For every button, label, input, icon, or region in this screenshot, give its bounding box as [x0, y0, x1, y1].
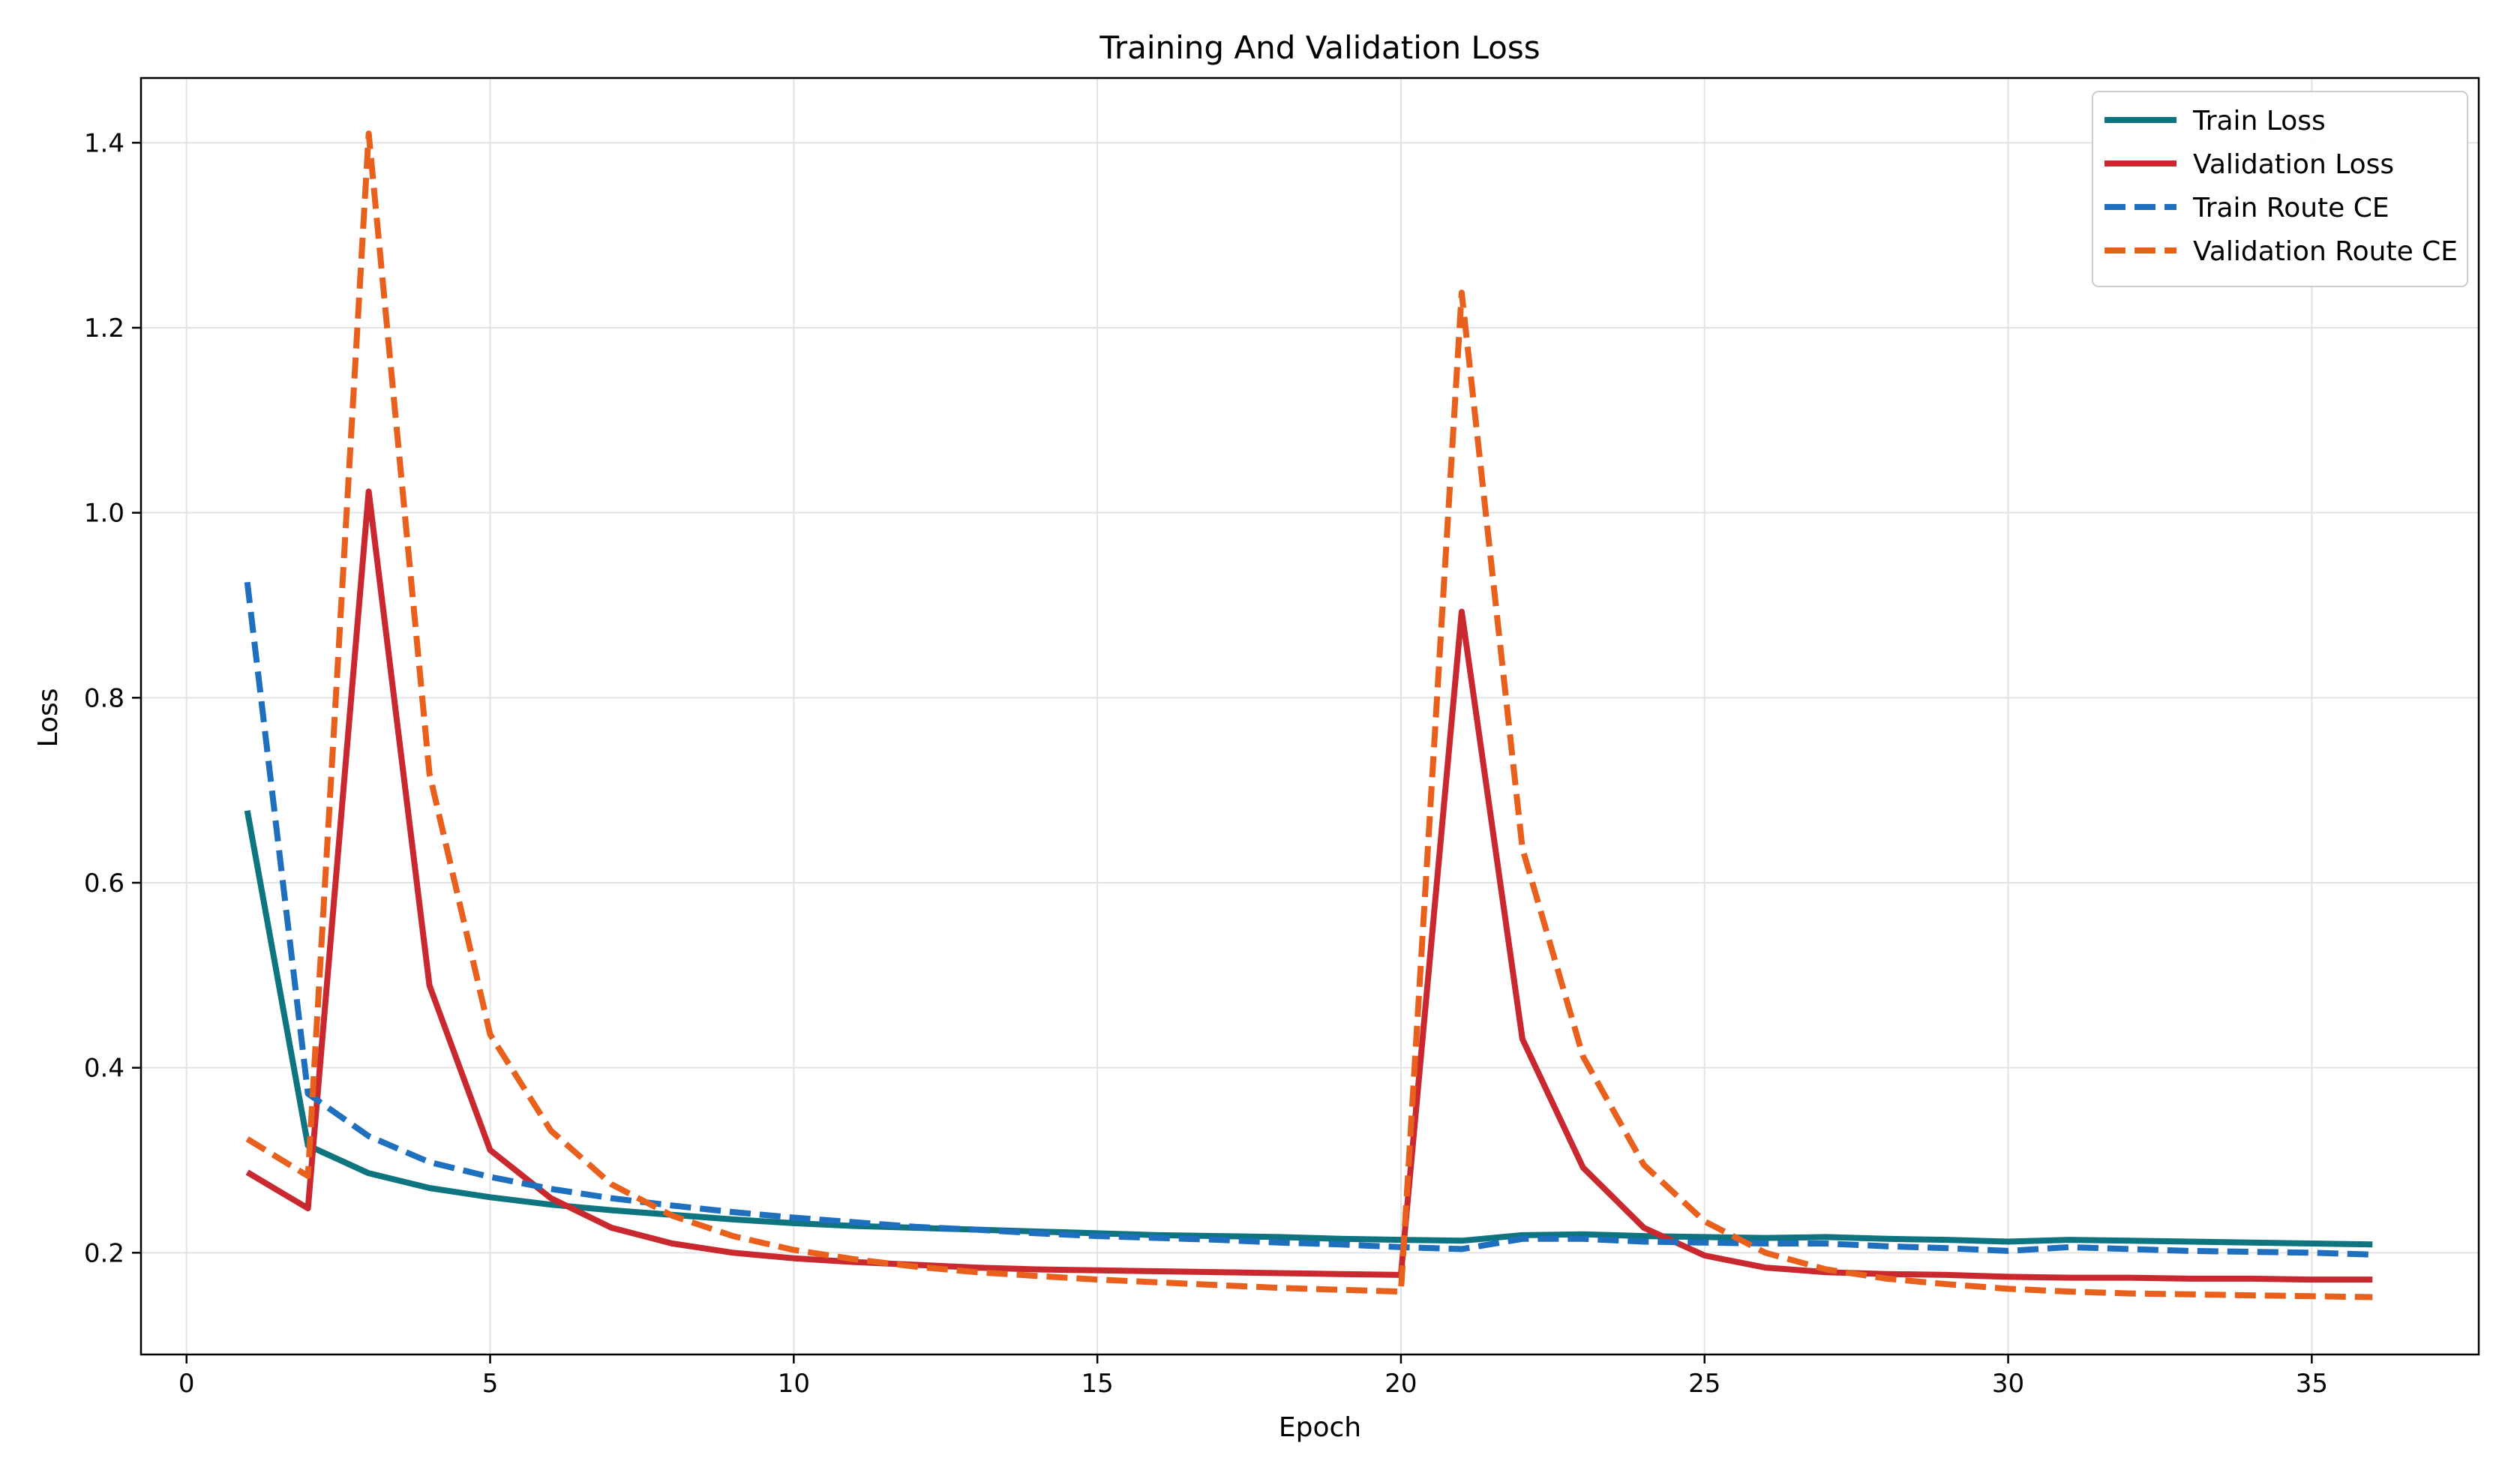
axis-ticks: 0 5 10 15 20 25 30 35 0.2 0.4 0.6 0.8 1.0 1.2 1.4 [84, 128, 2328, 1399]
y-axis-label: Loss [33, 688, 64, 748]
x-tick-label: 5 [482, 1369, 499, 1399]
legend-label: Validation Loss [2193, 149, 2394, 180]
x-tick-label: 15 [1082, 1369, 1114, 1399]
x-tick-label: 35 [2296, 1369, 2328, 1399]
x-tick-label: 20 [1384, 1369, 1417, 1399]
y-tick-label: 1.4 [84, 128, 124, 158]
y-tick-label: 0.4 [84, 1054, 124, 1084]
x-axis-label: Epoch [1279, 1412, 1361, 1443]
y-tick-label: 1.2 [84, 314, 124, 344]
legend-label: Train Loss [2192, 106, 2326, 136]
y-tick-label: 1.0 [84, 499, 124, 529]
x-tick-label: 25 [1688, 1369, 1720, 1399]
legend-label: Train Route CE [2192, 193, 2390, 224]
legend-box [2092, 91, 2468, 287]
series-line-validation-loss [245, 488, 2373, 1283]
series-line-train-loss [244, 810, 2373, 1248]
legend-label: Validation Route CE [2193, 236, 2458, 267]
y-tick-label: 0.8 [84, 683, 124, 713]
x-tick-label: 30 [1992, 1369, 2024, 1399]
plot-frame [140, 76, 2480, 1356]
x-tick-label: 10 [778, 1369, 810, 1399]
x-tick-label: 0 [178, 1369, 195, 1399]
y-tick-label: 0.2 [84, 1238, 124, 1268]
legend: Train Loss Validation Loss Train Route CE V… [2092, 91, 2468, 287]
grid [141, 78, 2479, 1354]
series-line-validation-route-ce [245, 130, 2373, 1300]
series-lines [244, 130, 2373, 1300]
y-tick-label: 0.6 [84, 868, 124, 898]
series-line-train-route-ce [244, 581, 2373, 1258]
chart-title: Training And Validation Loss [1099, 29, 1540, 66]
